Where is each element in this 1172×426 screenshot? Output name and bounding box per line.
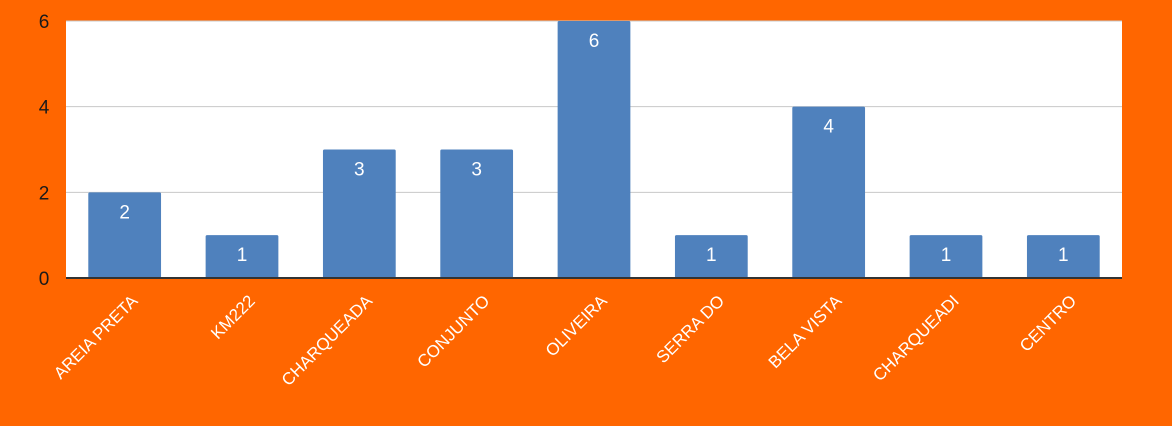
bar — [792, 106, 866, 279]
x-category-label: BELA VISTA — [765, 291, 846, 372]
x-category-label: CENTRO — [1016, 291, 1080, 355]
y-tick-label: 4 — [39, 98, 50, 119]
y-tick-label: 6 — [39, 12, 50, 33]
y-tick-label: 2 — [39, 183, 50, 204]
bars: 2 1 3 3 6 1 4 1 1 — [88, 21, 1100, 279]
bar-value-label: 1 — [237, 245, 248, 266]
bar-value-label: 4 — [823, 117, 834, 138]
bar-value-label: 1 — [1058, 245, 1069, 266]
bar-value-label: 3 — [471, 160, 482, 181]
x-category-label: AREIA PRETA — [50, 291, 142, 383]
bar-value-label: 1 — [941, 245, 952, 266]
x-axis-labels: AREIA PRETA KM222 CHARQUEADA CONJUNTO OLIVEI… — [50, 291, 1080, 390]
bar — [322, 149, 396, 278]
x-category-label: CHARQUEADA — [278, 291, 377, 390]
y-axis-ticks: 0 2 4 6 — [39, 12, 50, 290]
bar — [909, 235, 983, 278]
x-category-label: OLIVEIRA — [542, 291, 611, 360]
x-category-label: CONJUNTO — [413, 291, 493, 371]
bar — [557, 21, 631, 278]
bar — [88, 192, 162, 278]
x-category-label: CHARQUEADI — [869, 291, 963, 385]
x-category-label: KM222 — [207, 291, 259, 343]
bar-value-label: 3 — [354, 160, 365, 181]
bar — [205, 235, 279, 278]
bar-value-label: 1 — [706, 245, 717, 266]
bar-value-label: 6 — [589, 31, 600, 52]
bar-value-label: 2 — [119, 202, 130, 223]
bar — [440, 149, 514, 278]
bar — [1026, 235, 1100, 278]
bar — [674, 235, 748, 278]
y-tick-label: 0 — [39, 269, 50, 290]
x-category-label: SERRA DO — [653, 291, 729, 367]
